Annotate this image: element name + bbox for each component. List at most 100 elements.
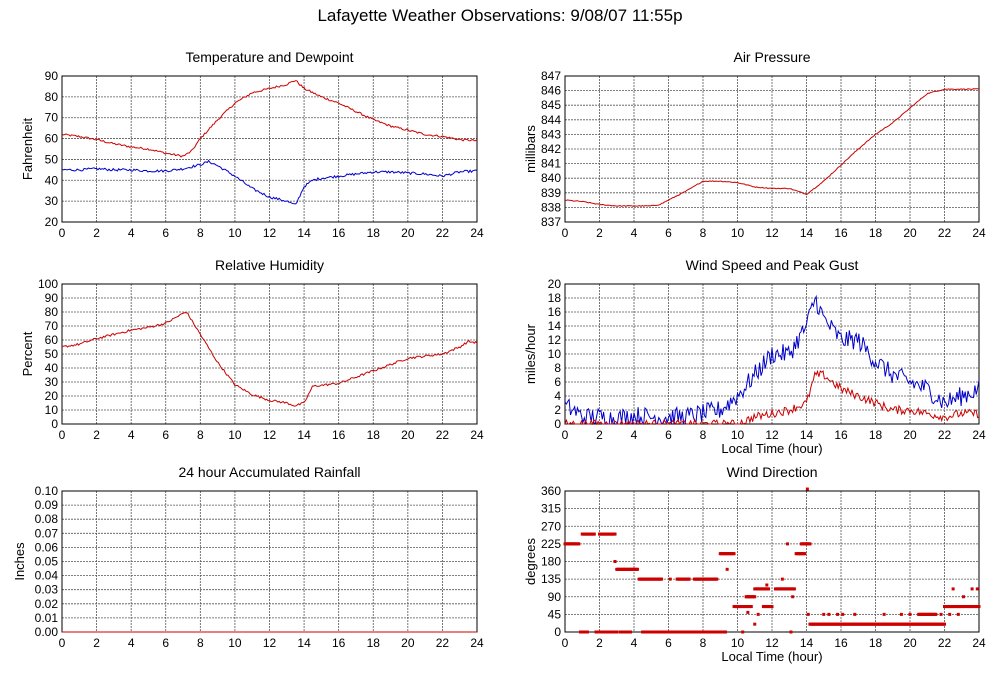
x-tick-label: 12 xyxy=(263,428,277,442)
x-axis-label: Local Time (hour) xyxy=(721,649,822,664)
series-line-blue xyxy=(565,294,979,425)
x-tick-label: 2 xyxy=(93,428,100,442)
x-tick-label: 16 xyxy=(332,226,346,240)
y-tick-label: 0 xyxy=(554,417,561,431)
x-tick-label: 0 xyxy=(59,636,66,650)
y-tick-label: 90 xyxy=(45,69,59,83)
direction-point xyxy=(934,612,938,616)
direction-point xyxy=(577,542,581,546)
x-tick-label: 12 xyxy=(765,226,779,240)
y-tick-label: 90 xyxy=(548,590,562,604)
plot-frame xyxy=(61,283,478,425)
direction-point xyxy=(767,587,771,591)
direction-point xyxy=(629,630,633,634)
direction-point xyxy=(908,612,912,616)
direction-point xyxy=(882,612,886,616)
direction-point xyxy=(975,587,979,591)
chart-title: Temperature and Dewpoint xyxy=(185,49,353,65)
y-tick-label: 10 xyxy=(45,403,59,417)
x-tick-label: 4 xyxy=(631,226,638,240)
plot-frame xyxy=(564,490,980,633)
x-tick-label: 16 xyxy=(834,428,848,442)
chart-title: Wind Speed and Peak Gust xyxy=(686,257,859,273)
y-tick-label: 2 xyxy=(554,403,561,417)
x-tick-label: 8 xyxy=(197,226,204,240)
x-tick-label: 6 xyxy=(665,226,672,240)
x-tick-label: 8 xyxy=(197,636,204,650)
y-tick-label: 0.09 xyxy=(35,498,59,512)
direction-point xyxy=(956,612,960,616)
x-tick-label: 22 xyxy=(436,428,450,442)
x-tick-label: 22 xyxy=(436,636,450,650)
y-tick-label: 0.00 xyxy=(35,625,59,639)
x-tick-label: 0 xyxy=(562,428,569,442)
y-tick-label: 20 xyxy=(548,277,562,291)
direction-point xyxy=(668,577,672,581)
direction-point xyxy=(592,532,596,536)
x-tick-label: 2 xyxy=(596,636,603,650)
x-tick-label: 6 xyxy=(162,428,169,442)
x-tick-label: 20 xyxy=(903,636,917,650)
y-tick-label: 0.06 xyxy=(35,540,59,554)
y-tick-label: 841 xyxy=(541,157,561,171)
y-tick-label: 100 xyxy=(38,277,58,291)
x-tick-label: 6 xyxy=(665,636,672,650)
x-tick-label: 14 xyxy=(800,636,814,650)
direction-point xyxy=(780,577,784,581)
y-tick-label: 0.07 xyxy=(35,526,59,540)
series-line-red xyxy=(62,312,477,407)
direction-point xyxy=(803,552,807,556)
x-tick-label: 20 xyxy=(401,428,415,442)
y-tick-label: 20 xyxy=(45,389,59,403)
y-tick-label: 80 xyxy=(45,305,59,319)
y-tick-label: 60 xyxy=(45,333,59,347)
direction-point xyxy=(836,612,840,616)
y-tick-label: 0.05 xyxy=(35,555,59,569)
x-tick-label: 22 xyxy=(938,428,952,442)
direction-point xyxy=(603,630,607,634)
direction-point xyxy=(732,552,736,556)
direction-point xyxy=(585,630,589,634)
direction-point xyxy=(613,532,617,536)
x-tick-label: 6 xyxy=(665,428,672,442)
series-line-blue xyxy=(62,159,477,205)
y-tick-label: 360 xyxy=(541,484,561,498)
direction-point xyxy=(948,612,952,616)
y-tick-label: 0.04 xyxy=(35,569,59,583)
y-tick-label: 4 xyxy=(554,389,561,403)
chart-title: Wind Direction xyxy=(726,464,817,480)
x-tick-label: 24 xyxy=(470,428,484,442)
x-tick-label: 8 xyxy=(700,636,707,650)
direction-point xyxy=(770,605,774,609)
direction-point xyxy=(791,595,795,599)
x-tick-label: 2 xyxy=(596,428,603,442)
x-tick-label: 0 xyxy=(562,226,569,240)
x-tick-label: 18 xyxy=(367,636,381,650)
y-tick-label: 40 xyxy=(45,361,59,375)
x-tick-label: 16 xyxy=(332,636,346,650)
y-tick-label: 0.10 xyxy=(35,484,59,498)
y-tick-label: 315 xyxy=(541,502,561,516)
direction-point xyxy=(756,612,760,616)
y-tick-label: 843 xyxy=(541,127,561,141)
direction-point xyxy=(961,595,965,599)
x-tick-label: 14 xyxy=(297,636,311,650)
y-tick-label: 0 xyxy=(554,625,561,639)
x-axis-label: Local Time (hour) xyxy=(721,441,822,456)
x-tick-label: 10 xyxy=(731,226,745,240)
y-tick-label: 0.08 xyxy=(35,512,59,526)
y-tick-label: 50 xyxy=(45,152,59,166)
x-tick-label: 24 xyxy=(972,636,986,650)
x-tick-label: 0 xyxy=(59,428,66,442)
direction-point xyxy=(963,605,967,609)
x-tick-label: 10 xyxy=(228,636,242,650)
x-tick-label: 10 xyxy=(228,226,242,240)
direction-point xyxy=(753,622,757,626)
x-tick-label: 2 xyxy=(596,226,603,240)
x-tick-label: 12 xyxy=(765,636,779,650)
direction-point xyxy=(753,595,757,599)
direction-point xyxy=(841,612,845,616)
